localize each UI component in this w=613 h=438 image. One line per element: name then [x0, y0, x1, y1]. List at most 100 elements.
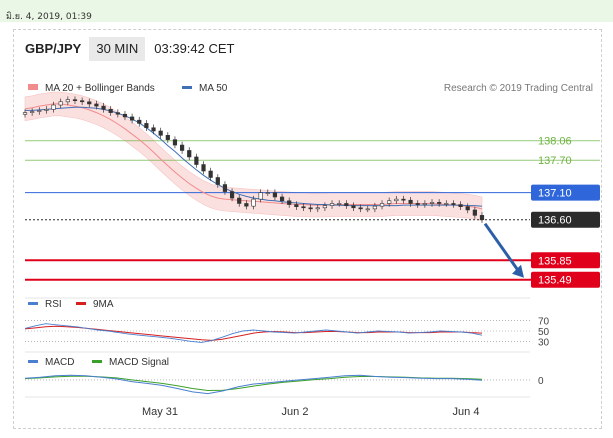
macd-panel: 0: [24, 374, 544, 395]
candle-body: [194, 156, 199, 165]
timeframe-badge[interactable]: 30 MIN: [89, 37, 146, 61]
legend-ma50-label: MA 50: [199, 83, 228, 94]
legend-macd-signal-label: MACD Signal: [109, 357, 169, 368]
candle-body: [122, 113, 128, 118]
candle-body: [437, 202, 442, 204]
level-badge-135.85: [531, 252, 600, 269]
forecast-arrow-shaft: [483, 222, 521, 273]
candle-body: [51, 104, 56, 110]
candle-body: [108, 109, 113, 113]
level-label-135.49: 135.49: [538, 275, 572, 287]
candle-body: [379, 203, 385, 207]
rsi-line: [24, 323, 483, 343]
candle-body: [337, 203, 342, 205]
date-bar: มิ.ย. 4, 2019, 01:39: [0, 0, 613, 22]
candle-body: [415, 203, 420, 205]
legend-9ma-label: 9MA: [93, 299, 114, 310]
candle-body: [458, 204, 463, 208]
research-credit: Research © 2019 Trading Central: [444, 83, 593, 94]
macd-line: [24, 374, 483, 395]
candle-body: [158, 130, 163, 136]
candle-body: [387, 200, 392, 204]
level-label-138.06: 138.06: [538, 136, 572, 148]
legend-swatch-macd: [28, 360, 38, 363]
candle-body: [401, 198, 406, 201]
candle-body: [251, 198, 256, 207]
candle-body: [358, 207, 363, 210]
candle-body: [308, 207, 313, 210]
clock-label: 03:39:42 CET: [154, 41, 235, 56]
candle-body: [101, 105, 106, 110]
candle-body: [258, 192, 263, 200]
rsi-tick-label: 70: [538, 317, 550, 328]
legend-swatch-ma20: [28, 84, 38, 90]
x-tick-label: Jun 4: [453, 406, 480, 418]
legend-ma20-label: MA 20 + Bollinger Bands: [45, 83, 155, 94]
candle-body: [179, 144, 185, 151]
candle-body: [222, 184, 228, 192]
candle-body: [237, 197, 242, 204]
rsi-tick-label: 30: [538, 337, 550, 348]
candle-body: [408, 199, 413, 204]
candle-body: [22, 112, 28, 115]
level-badge-136.60: [531, 211, 600, 228]
candle-body: [451, 203, 456, 205]
candle-body: [187, 150, 192, 158]
candle-body: [329, 203, 335, 206]
level-label-137.10: 137.10: [538, 188, 572, 200]
candle-body: [272, 192, 278, 198]
candle-body: [229, 191, 235, 199]
candle-body: [130, 116, 135, 121]
candle-body: [422, 203, 427, 205]
candle-body: [472, 209, 477, 216]
datetime-label: มิ.ย. 4, 2019, 01:39: [6, 12, 92, 22]
candle-body: [144, 123, 149, 129]
candle-body: [208, 170, 213, 178]
candle-body: [265, 192, 270, 194]
candle-body: [65, 99, 70, 103]
candle-body: [30, 111, 35, 113]
candle-body: [201, 164, 206, 172]
legend-macd-label: MACD: [45, 357, 74, 368]
level-label-135.85: 135.85: [538, 255, 572, 267]
candle-body: [279, 196, 285, 202]
candle-body: [287, 200, 292, 205]
candle-body: [87, 101, 92, 105]
price-panel: 138.06 137.70 137.10 136.60 135.85 135.49: [22, 91, 600, 288]
candle-body: [394, 198, 399, 202]
candle-body: [115, 112, 120, 115]
legend-swatch-9ma: [76, 302, 86, 305]
x-tick-label: May 31: [142, 406, 178, 418]
candle-body: [315, 207, 320, 210]
candle-body: [80, 100, 85, 103]
candle-body: [72, 99, 78, 102]
candle-body: [172, 139, 178, 146]
candle-body: [344, 203, 349, 206]
level-label-136.60: 136.60: [538, 215, 572, 227]
candle-body: [294, 204, 299, 208]
rsi-tick-label: 50: [538, 327, 550, 338]
candle-body: [94, 103, 99, 107]
candle-body: [365, 208, 370, 211]
level-label-137.70: 137.70: [538, 155, 572, 167]
candle-body: [444, 203, 449, 205]
candle-body: [301, 206, 306, 209]
legend-rsi-label: RSI: [45, 299, 62, 310]
candle-body: [137, 119, 142, 124]
candle-body: [151, 127, 156, 132]
chart-header: GBP/JPY 30 MIN 03:39:42 CET: [25, 37, 236, 61]
candle-body: [165, 135, 170, 140]
candle-body: [372, 205, 377, 210]
x-tick-label: Jun 2: [282, 406, 309, 418]
legend-swatch-rsi: [28, 302, 38, 305]
forecast-arrow-head: [512, 264, 524, 278]
candle-body: [429, 202, 435, 204]
candle-body: [44, 109, 49, 111]
candle-body: [215, 177, 220, 185]
candle-body: [465, 206, 470, 211]
candle-body: [37, 110, 42, 112]
macd-tick-label: 0: [538, 376, 544, 387]
candle-body: [479, 215, 485, 220]
